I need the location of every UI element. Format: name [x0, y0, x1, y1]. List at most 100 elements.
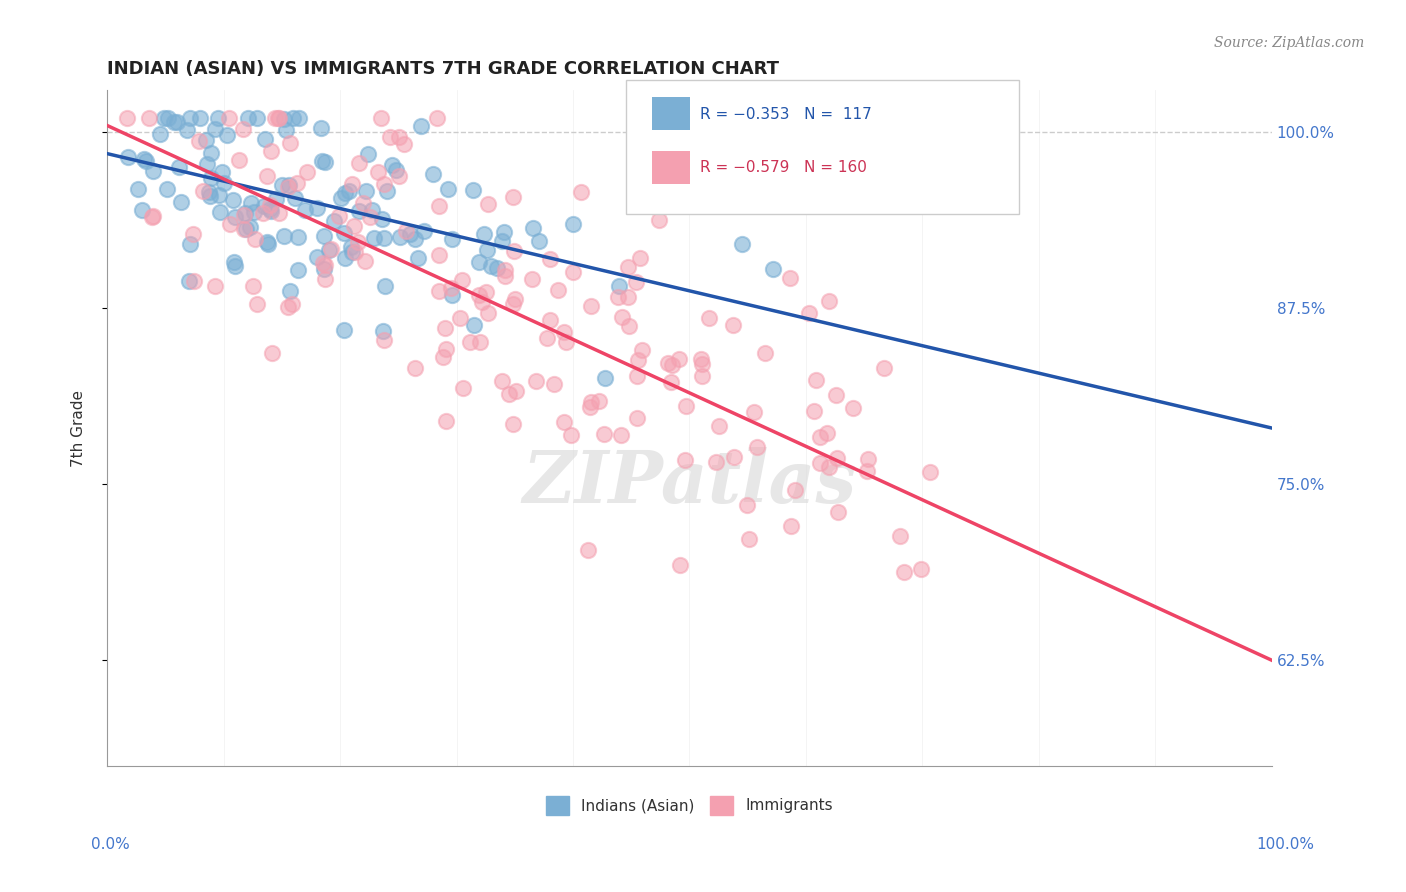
Immigrants: [343, 219, 366, 234]
Immigrants: [278, 136, 301, 150]
Immigrants: [855, 464, 877, 478]
Indians (Asian): [266, 192, 288, 206]
Immigrants: [451, 273, 474, 287]
Indians (Asian): [311, 153, 333, 168]
Immigrants: [373, 177, 395, 191]
Immigrants: [388, 169, 411, 183]
Immigrants: [267, 112, 290, 126]
Indians (Asian): [399, 227, 422, 242]
Indians (Asian): [212, 177, 235, 191]
Immigrants: [569, 186, 592, 200]
Immigrants: [804, 373, 827, 387]
Immigrants: [491, 374, 513, 388]
Immigrants: [668, 351, 690, 366]
Immigrants: [477, 305, 499, 319]
Immigrants: [359, 210, 381, 224]
Immigrants: [367, 165, 389, 179]
Immigrants: [754, 346, 776, 360]
Immigrants: [138, 112, 160, 126]
Immigrants: [628, 251, 651, 265]
Immigrants: [797, 306, 820, 320]
Immigrants: [259, 197, 281, 211]
Indians (Asian): [215, 128, 238, 143]
Indians (Asian): [357, 147, 380, 161]
Immigrants: [477, 197, 499, 211]
Immigrants: [737, 498, 759, 512]
Immigrants: [626, 410, 648, 425]
Indians (Asian): [224, 210, 246, 224]
Indians (Asian): [371, 324, 394, 338]
Indians (Asian): [283, 191, 305, 205]
Indians (Asian): [411, 120, 433, 134]
Indians (Asian): [354, 184, 377, 198]
Immigrants: [607, 290, 630, 304]
Immigrants: [576, 543, 599, 558]
Immigrants: [659, 375, 682, 389]
Immigrants: [429, 248, 451, 262]
Indians (Asian): [381, 159, 404, 173]
Immigrants: [281, 296, 304, 310]
Indians (Asian): [373, 230, 395, 244]
Indians (Asian): [305, 201, 328, 215]
Immigrants: [808, 430, 831, 444]
Indians (Asian): [278, 284, 301, 298]
Indians (Asian): [256, 236, 278, 251]
Indians (Asian): [607, 279, 630, 293]
Immigrants: [502, 417, 524, 431]
Immigrants: [427, 284, 450, 298]
Indians (Asian): [311, 121, 333, 136]
Immigrants: [920, 466, 942, 480]
Immigrants: [311, 256, 333, 270]
Immigrants: [657, 356, 679, 370]
Indians (Asian): [762, 261, 785, 276]
Indians (Asian): [287, 229, 309, 244]
Immigrants: [433, 321, 456, 335]
Immigrants: [468, 288, 491, 302]
Immigrants: [494, 263, 516, 277]
Immigrants: [187, 134, 209, 148]
Immigrants: [328, 209, 350, 223]
Immigrants: [141, 211, 163, 225]
Text: INDIAN (ASIAN) VS IMMIGRANTS 7TH GRADE CORRELATION CHART: INDIAN (ASIAN) VS IMMIGRANTS 7TH GRADE C…: [107, 60, 779, 78]
Immigrants: [451, 381, 474, 395]
Immigrants: [498, 386, 520, 401]
Legend: Indians (Asian), Immigrants: Indians (Asian), Immigrants: [538, 789, 841, 822]
Immigrants: [553, 326, 575, 340]
Immigrants: [494, 268, 516, 283]
Indians (Asian): [314, 154, 336, 169]
Immigrants: [458, 334, 481, 349]
Immigrants: [723, 318, 745, 333]
Immigrants: [538, 252, 561, 266]
Immigrants: [524, 374, 547, 388]
Immigrants: [617, 290, 640, 304]
Immigrants: [370, 112, 392, 126]
Indians (Asian): [475, 243, 498, 257]
Immigrants: [269, 112, 291, 126]
Immigrants: [243, 232, 266, 246]
Immigrants: [578, 400, 600, 414]
Immigrants: [434, 342, 457, 356]
Indians (Asian): [149, 127, 172, 141]
Indians (Asian): [117, 150, 139, 164]
Immigrants: [723, 450, 745, 465]
Indians (Asian): [349, 204, 371, 219]
Text: 0.0%: 0.0%: [91, 837, 131, 852]
Immigrants: [910, 562, 932, 576]
Immigrants: [889, 529, 911, 543]
Indians (Asian): [287, 262, 309, 277]
Immigrants: [692, 369, 714, 384]
Immigrants: [426, 112, 449, 126]
Immigrants: [232, 122, 254, 136]
Immigrants: [626, 353, 648, 368]
Immigrants: [260, 145, 283, 159]
Immigrants: [562, 265, 585, 279]
Immigrants: [352, 195, 374, 210]
Immigrants: [808, 456, 831, 470]
Indians (Asian): [256, 235, 278, 249]
Indians (Asian): [281, 112, 304, 126]
Immigrants: [449, 310, 471, 325]
Immigrants: [267, 206, 290, 220]
Indians (Asian): [305, 250, 328, 264]
Immigrants: [264, 112, 287, 126]
Indians (Asian): [204, 121, 226, 136]
